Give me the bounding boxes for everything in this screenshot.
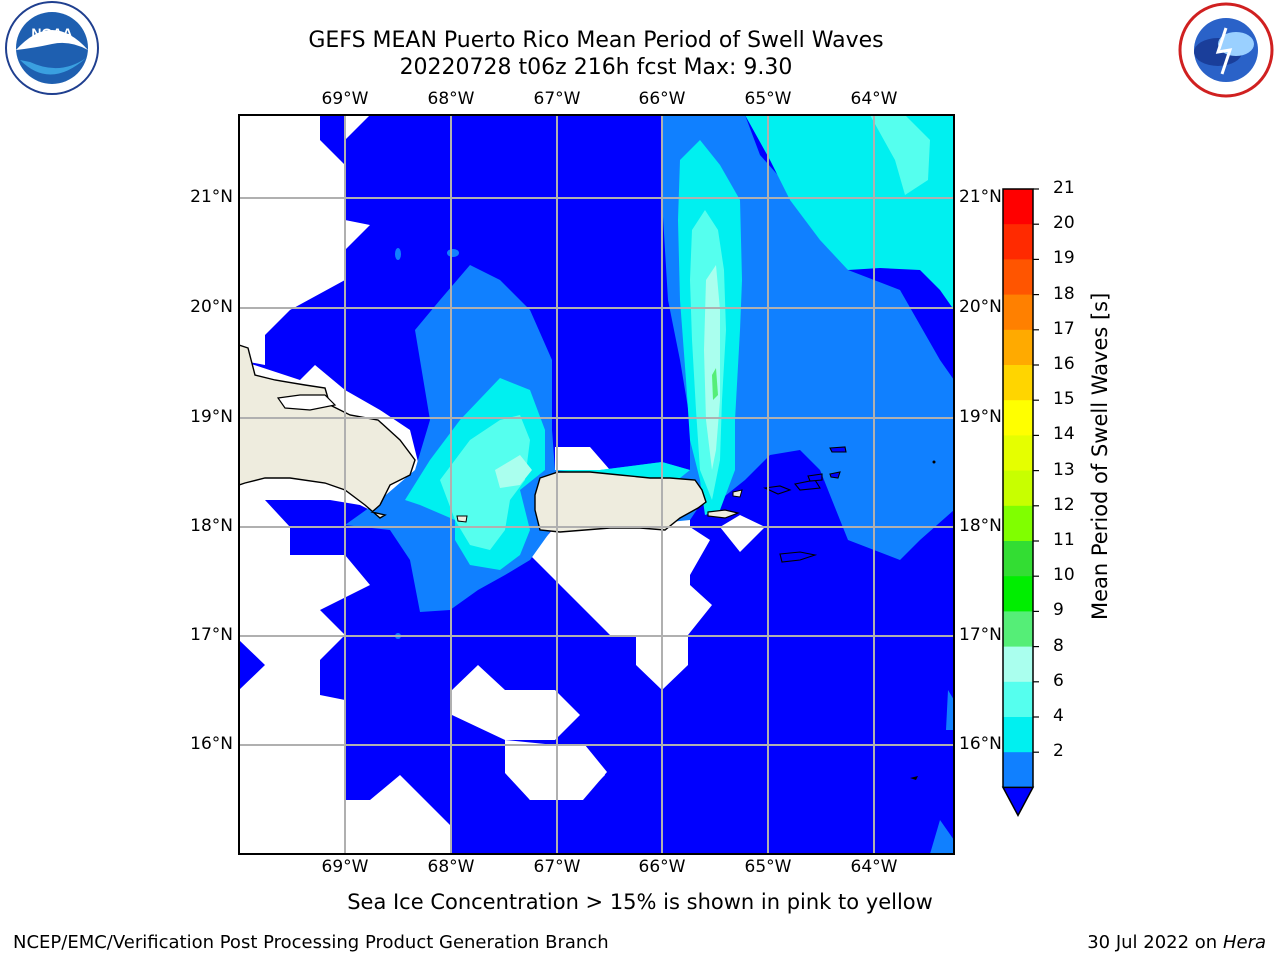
period-10-11-band xyxy=(712,368,718,400)
lon-label-top: 66°W xyxy=(638,89,686,109)
colorbar-label: Mean Period of Swell Waves [s] xyxy=(1088,292,1112,620)
colorbar-tick-label: 17 xyxy=(1053,318,1075,339)
lat-label-left: 19°N xyxy=(190,407,233,427)
vieques-island xyxy=(707,509,741,519)
colorbar-tick-label: 16 xyxy=(1053,354,1075,374)
colorbar-tick-label: 9 xyxy=(1053,600,1064,621)
colorbar-tick-label: 20 xyxy=(1053,213,1075,234)
lat-label-right: 20°N xyxy=(959,297,1002,317)
lon-label-bottom: 65°W xyxy=(744,857,792,877)
colorbar-tick-label: 18 xyxy=(1053,283,1075,304)
lon-label-bottom: 69°W xyxy=(321,857,369,877)
colorbar-tick-label: 21 xyxy=(1053,178,1075,198)
map-frame xyxy=(238,114,955,855)
lat-label-right: 19°N xyxy=(959,407,1002,427)
virgin-islands xyxy=(763,446,847,563)
branch-credit: NCEP/EMC/Verification Post Processing Pr… xyxy=(13,932,609,953)
sea-ice-note: Sea Ice Concentration > 15% is shown in … xyxy=(347,890,933,914)
colorbar-tick-label: 13 xyxy=(1053,459,1075,480)
lon-label-top: 67°W xyxy=(533,89,581,109)
lon-label-top: 64°W xyxy=(850,89,898,109)
lat-label-left: 16°N xyxy=(190,734,233,754)
lon-label-bottom: 64°W xyxy=(850,857,898,877)
colorbar-tick-label: 8 xyxy=(1053,635,1064,656)
colorbar-tick-label: 11 xyxy=(1053,530,1075,550)
lon-label-top: 65°W xyxy=(744,89,792,109)
colorbar-tick-label: 14 xyxy=(1053,424,1075,445)
lat-label-left: 17°N xyxy=(190,625,233,645)
map-gridlines xyxy=(239,115,954,854)
lat-label-right: 17°N xyxy=(959,625,1002,645)
colorbar-tick-label: 4 xyxy=(1053,706,1064,726)
colorbar-tick-label: 2 xyxy=(1053,741,1064,762)
noaa-logo: NOAA xyxy=(5,1,99,95)
lat-label-left: 18°N xyxy=(190,516,233,536)
chart-subtitle: 20220728 t06z 216h fcst Max: 9.30 xyxy=(399,55,793,80)
colorbar-tick-label: 6 xyxy=(1053,670,1064,691)
machine-name: Hera xyxy=(1222,932,1266,953)
lon-label-top: 68°W xyxy=(427,89,475,109)
lat-label-right: 16°N xyxy=(959,734,1002,754)
tortuga-island xyxy=(276,394,337,411)
lon-label-bottom: 66°W xyxy=(638,857,686,877)
nws-logo xyxy=(1178,2,1274,98)
colorbar-tick-label: 19 xyxy=(1053,248,1075,269)
lat-label-left: 21°N xyxy=(190,187,233,207)
lon-label-bottom: 67°W xyxy=(533,857,581,877)
hispaniola-land xyxy=(239,344,416,519)
chart-title: GEFS MEAN Puerto Rico Mean Period of Swe… xyxy=(308,28,884,53)
puerto-rico-land xyxy=(534,471,707,533)
colorbar-tick-label: 10 xyxy=(1053,565,1075,586)
date-text: 30 Jul 2022 on xyxy=(1087,932,1218,953)
lat-label-right: 18°N xyxy=(959,516,1002,536)
lat-label-left: 20°N xyxy=(190,297,233,317)
colorbar-tick-label: 12 xyxy=(1053,494,1075,515)
noaa-logo-text: NOAA xyxy=(31,25,72,41)
lon-label-bottom: 68°W xyxy=(427,857,475,877)
lat-label-right: 21°N xyxy=(959,187,1002,207)
date-credit: 30 Jul 2022 on Hera xyxy=(1087,932,1266,953)
colorbar-tick-label: 15 xyxy=(1053,389,1075,410)
lon-label-top: 69°W xyxy=(321,89,369,109)
